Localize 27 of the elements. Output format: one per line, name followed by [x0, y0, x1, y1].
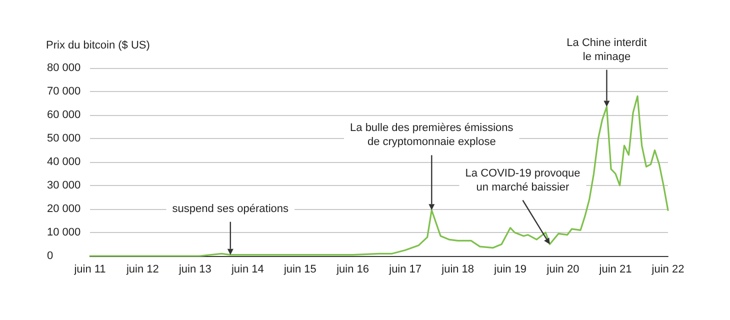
annotation: La Chine interdit le minage	[566, 36, 647, 63]
y-tick-label: 0	[47, 250, 54, 262]
x-tick-label: juin 14	[230, 264, 264, 276]
y-tick-label: 30 000	[47, 180, 81, 192]
x-tick-label: juin 17	[388, 264, 422, 276]
y-tick-label: 70 000	[47, 86, 81, 98]
line-series	[89, 95, 669, 257]
y-axis-title: Prix du bitcoin ($ US)	[46, 40, 150, 52]
x-tick-label: juin 16	[336, 264, 370, 276]
annotation: suspend ses opérations	[172, 202, 289, 215]
y-tick-label: 40 000	[47, 156, 81, 168]
x-tick-label: juin 12	[125, 264, 159, 276]
x-tick-label: juin 21	[598, 264, 632, 276]
x-tick-label: juin 20	[546, 264, 580, 276]
x-tick-label: juin 11	[73, 264, 106, 276]
x-tick-label: juin 18	[440, 264, 474, 276]
x-tick-label: juin 13	[178, 264, 212, 276]
y-tick-label: 10 000	[47, 226, 81, 238]
y-tick-label: 50 000	[47, 132, 81, 144]
x-tick-label: juin 19	[493, 264, 527, 276]
x-tick-label: juin 15	[282, 264, 316, 276]
annotation: La COVID-19 provoque un marché baissier	[465, 167, 580, 194]
y-tick-label: 80 000	[47, 62, 81, 74]
y-tick-label: 60 000	[47, 109, 81, 121]
y-tick-label: 20 000	[47, 203, 81, 215]
annotation: La bulle des premières émissions de cryptomonnaie explose	[350, 122, 514, 148]
x-tick-label: juin 22	[650, 264, 684, 276]
